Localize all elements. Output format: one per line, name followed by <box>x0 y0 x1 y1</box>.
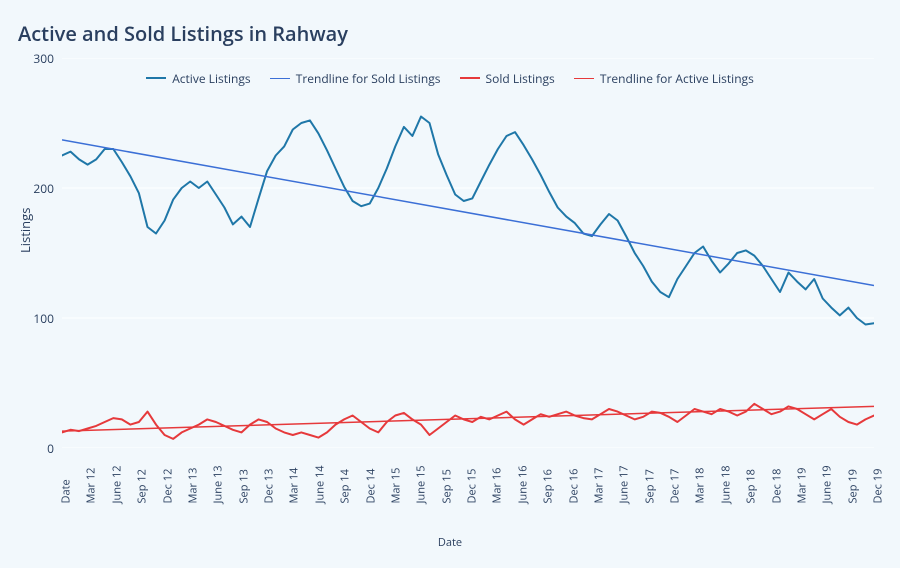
x-tick-label: Dec 19 <box>871 469 886 504</box>
x-tick-label: Dec 13 <box>262 469 277 504</box>
y-tick-label: 200 <box>14 180 54 197</box>
x-tick-label: Dec 16 <box>566 469 581 504</box>
chart-title: Active and Sold Listings in Rahway <box>18 20 348 47</box>
x-tick-label: Sep 13 <box>236 469 251 503</box>
x-tick-label: June 18 <box>718 465 733 503</box>
x-tick-label: Sep 12 <box>135 469 150 503</box>
x-tick-label: Sep 18 <box>744 469 759 503</box>
x-tick-label: Dec 15 <box>465 469 480 504</box>
y-tick-label: 0 <box>14 440 54 457</box>
x-tick-label: Dec 12 <box>160 469 175 504</box>
x-tick-label: June 19 <box>820 465 835 503</box>
x-tick-label: June 12 <box>109 465 124 503</box>
x-tick-label: Dec 17 <box>668 469 683 504</box>
x-tick-label: Sep 19 <box>845 469 860 503</box>
x-tick-label: Mar 13 <box>185 468 200 504</box>
x-tick-label: June 16 <box>515 465 530 503</box>
x-tick-label: June 14 <box>312 465 327 503</box>
x-tick-label: Mar 15 <box>388 468 403 504</box>
x-tick-label: Mar 12 <box>84 468 99 504</box>
x-tick-label: Date <box>59 479 74 503</box>
x-tick-label: Sep 15 <box>439 469 454 503</box>
x-tick-label: Mar 14 <box>287 468 302 504</box>
y-axis-label: Listings <box>16 208 34 253</box>
x-tick-label: Dec 14 <box>363 469 378 504</box>
x-tick-label: June 15 <box>414 465 429 503</box>
x-tick-label: Mar 16 <box>490 468 505 504</box>
x-tick-label: Mar 18 <box>693 468 708 504</box>
x-tick-label: Sep 17 <box>642 469 657 503</box>
y-tick-label: 300 <box>14 50 54 67</box>
x-tick-label: Mar 19 <box>794 468 809 504</box>
x-tick-label: Sep 14 <box>338 469 353 503</box>
x-tick-label: June 13 <box>211 465 226 503</box>
x-tick-label: Mar 17 <box>591 468 606 504</box>
plot-area <box>62 58 874 448</box>
chart-container: Active and Sold Listings in Rahway Activ… <box>0 0 900 568</box>
y-tick-label: 100 <box>14 310 54 327</box>
x-tick-label: June 17 <box>617 465 632 503</box>
x-axis-label: Date <box>438 535 462 550</box>
x-tick-label: Sep 16 <box>541 469 556 503</box>
x-tick-label: Dec 18 <box>769 469 784 504</box>
